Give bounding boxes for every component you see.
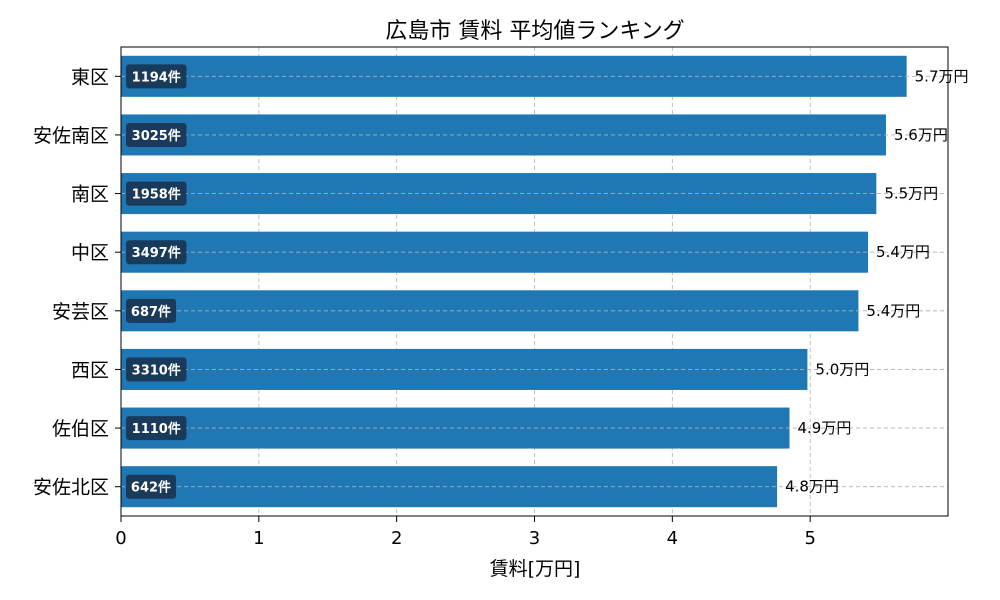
count-badge [126, 357, 187, 382]
category-label: 中区 [71, 242, 109, 264]
x-tick-label: 2 [391, 528, 402, 549]
x-tick-label: 0 [115, 528, 126, 549]
count-badge [126, 240, 187, 265]
x-tick-label: 3 [529, 528, 540, 549]
chart-title: 広島市 賃料 平均値ランキング [385, 19, 684, 44]
count-badge [126, 181, 187, 206]
category-label: 安芸区 [52, 301, 109, 323]
value-label: 5.7万円 [915, 67, 969, 85]
value-label: 4.8万円 [785, 478, 839, 496]
count-badge [126, 298, 176, 323]
bar [121, 407, 790, 449]
count-label: 642件 [131, 480, 171, 496]
category-label: 西区 [71, 359, 109, 381]
count-label: 1194件 [132, 69, 181, 85]
count-badge [126, 416, 187, 441]
bar [121, 173, 877, 215]
count-badge [126, 64, 187, 89]
count-label: 1958件 [132, 187, 181, 203]
category-label: 安佐北区 [33, 477, 109, 499]
value-label: 4.9万円 [797, 419, 851, 437]
x-axis-label: 賃料[万円] [490, 558, 581, 580]
x-tick-label: 1 [253, 528, 264, 549]
count-label: 1110件 [132, 421, 181, 437]
value-label: 5.6万円 [894, 126, 948, 144]
count-label: 3310件 [132, 362, 181, 378]
count-label: 3497件 [132, 245, 181, 261]
count-label: 687件 [131, 304, 171, 320]
category-label: 南区 [71, 184, 109, 206]
value-label: 5.0万円 [815, 360, 869, 378]
value-label: 5.4万円 [876, 243, 930, 261]
count-label: 3025件 [132, 128, 181, 144]
category-label: 安佐南区 [33, 125, 109, 147]
x-tick-label: 5 [804, 528, 815, 549]
value-label: 5.5万円 [884, 185, 938, 203]
x-tick-label: 4 [667, 528, 678, 549]
count-badge [126, 474, 176, 499]
category-label: 東区 [71, 66, 109, 88]
category-label: 佐伯区 [52, 418, 109, 440]
count-badge [126, 122, 187, 147]
value-label: 5.4万円 [866, 302, 920, 320]
